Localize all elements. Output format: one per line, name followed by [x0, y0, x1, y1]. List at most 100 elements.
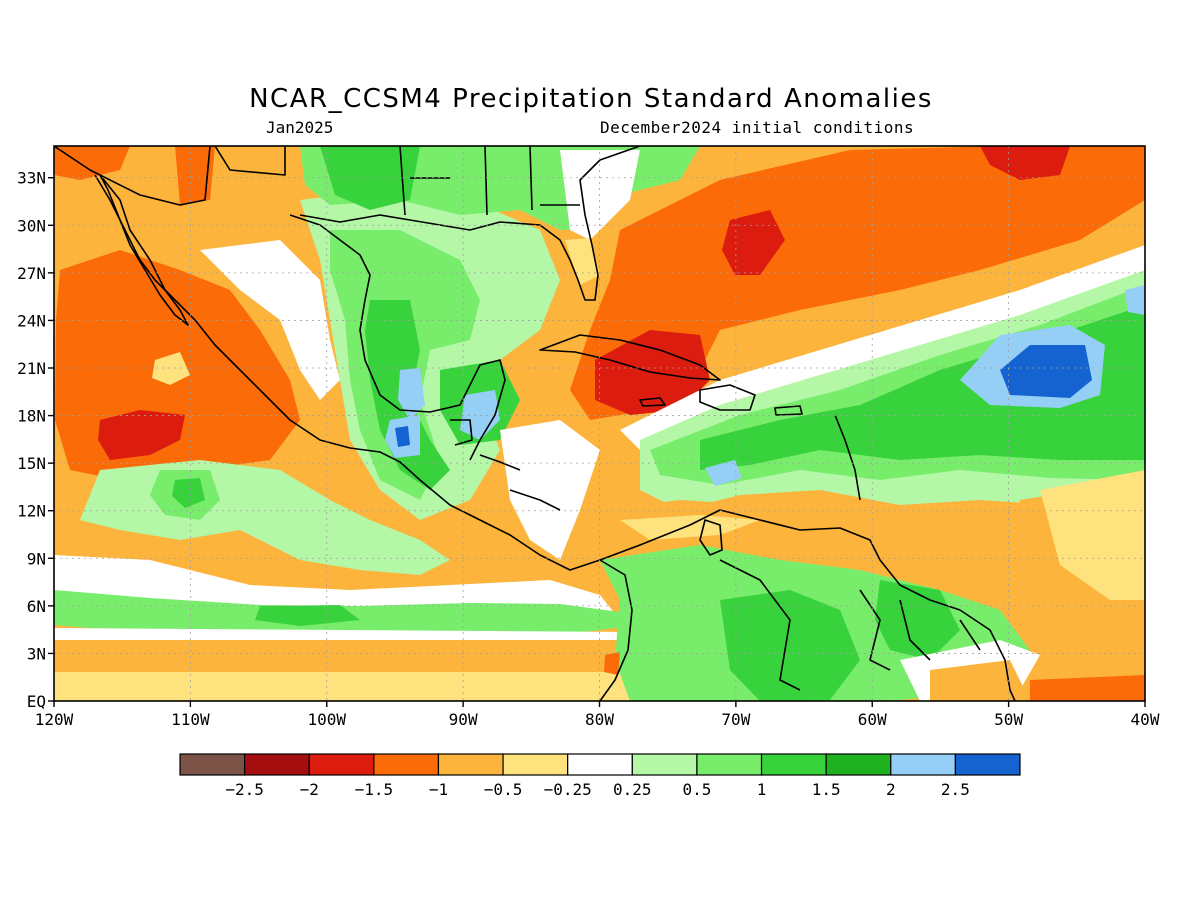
equator-east-orange — [1030, 675, 1145, 701]
pacific-green-core-2 — [172, 478, 205, 508]
colorbar-label: 1 — [757, 780, 767, 799]
coastlines — [54, 146, 1016, 701]
colorbar-swatch — [631, 753, 698, 776]
lat-tick-label: 18N — [17, 407, 46, 426]
central-america-borders — [450, 419, 561, 511]
gulf-california-orange — [68, 270, 140, 320]
south-america-north-coast — [599, 509, 1016, 701]
lat-tick-label: 9N — [27, 549, 46, 568]
colorbar-label: −2.5 — [225, 780, 264, 799]
colorbar-label: −1.5 — [355, 780, 394, 799]
colorbar-swatch — [890, 753, 956, 776]
colorbar-swatch — [760, 753, 827, 776]
atlantic-blue-core — [1000, 345, 1092, 398]
anomaly-field — [54, 146, 1145, 701]
cuba — [539, 334, 721, 381]
lat-tick-label: 15N — [17, 454, 46, 473]
map-title: NCAR_CCSM4 Precipitation Standard Anomal… — [249, 84, 933, 114]
lat-tick-label: 24N — [17, 311, 46, 330]
colorbar-label: −0.25 — [544, 780, 592, 799]
brazil-orange — [930, 660, 1030, 701]
mexico-pacific-coast — [94, 174, 633, 701]
latitude-labels: 33N 30N 27N 24N 21N 18N 15N 12N 9N 6N 3N EQ — [17, 169, 54, 711]
hispaniola — [699, 384, 756, 411]
colorbar-swatch — [696, 753, 763, 776]
colorbar-swatch — [502, 753, 569, 776]
north-atlantic-red — [980, 146, 1070, 180]
atlantic-white-band — [620, 245, 1145, 450]
colorbar-label: 2.5 — [941, 780, 970, 799]
equatorial-white — [54, 628, 640, 640]
lon-tick-label: 60W — [858, 710, 887, 729]
mexico-white-band — [200, 240, 340, 400]
jamaica — [639, 397, 666, 407]
atlantic-south-yellow — [1040, 470, 1145, 600]
arizona-orange — [175, 146, 215, 205]
forecast-month: Jan2025 — [266, 118, 334, 137]
tabasco-blue-patch — [398, 368, 425, 420]
longitude-labels: 120W 110W 100W 90W 80W 70W 60W 50W 40W — [35, 701, 1160, 729]
lon-tick-label: 90W — [449, 710, 478, 729]
lat-tick-label: EQ — [27, 692, 46, 711]
lat-tick-label: 33N — [17, 169, 46, 188]
state-borders — [399, 146, 580, 216]
south-america-borders — [719, 559, 981, 691]
guyana-green — [875, 580, 960, 660]
atlantic-right-blue — [1125, 285, 1145, 315]
colorbar-swatch — [373, 753, 440, 776]
lon-tick-label: 100W — [307, 710, 346, 729]
south-america-mid-green — [720, 590, 860, 701]
atlantic-orange-region — [570, 146, 1145, 420]
colorbar-swatch — [437, 753, 504, 776]
lon-tick-label: 50W — [994, 710, 1023, 729]
colorbar-swatch — [954, 753, 1021, 776]
gridlines — [54, 146, 1145, 701]
colorbar-label: −1 — [429, 780, 448, 799]
lat-tick-label: 30N — [17, 216, 46, 235]
florida-yellow-patch — [565, 238, 600, 285]
atlantic-red-patch — [722, 210, 785, 275]
windward-blue-patch — [705, 460, 742, 486]
us-gulf-coast — [299, 146, 641, 301]
baja-yellow-patch — [152, 352, 190, 385]
colorbar-label: 0.5 — [682, 780, 711, 799]
guatemala-dark-blue — [395, 426, 410, 447]
lon-tick-label: 40W — [1131, 710, 1160, 729]
southern-caribbean-yellow — [620, 515, 760, 540]
colorbar-label: 0.25 — [613, 780, 652, 799]
equatorial-yellow — [54, 672, 640, 701]
colorbar-swatch — [825, 753, 892, 776]
lon-tick-label: 120W — [35, 710, 74, 729]
lon-tick-label: 70W — [721, 710, 750, 729]
initial-conditions: December2024 initial conditions — [600, 118, 915, 137]
lat-tick-label: 3N — [27, 644, 46, 663]
colorbar: −2.5 −2 −1.5 −1 −0.5 −0.25 0.25 0.5 1 1.5 2 2.5 — [179, 753, 1021, 799]
us-mexico-border — [54, 146, 286, 206]
baja-california — [99, 174, 189, 326]
lat-tick-label: 21N — [17, 359, 46, 378]
lat-tick-label: 6N — [27, 597, 46, 616]
colorbar-swatch — [244, 753, 310, 776]
pacific-red-patch — [98, 410, 185, 460]
florida-white — [560, 150, 640, 240]
colorbar-swatch — [308, 753, 375, 776]
colorbar-label: −2 — [300, 780, 319, 799]
gulf-coast — [289, 214, 506, 461]
lon-tick-label: 110W — [171, 710, 210, 729]
lake-maracaibo — [699, 519, 723, 556]
colorbar-swatch — [567, 753, 633, 776]
colorbar-label: −0.5 — [484, 780, 523, 799]
itcz-mid-green — [255, 605, 360, 626]
caribbean-white-patch — [500, 420, 600, 560]
colombia-orange-patch — [604, 652, 620, 675]
lon-tick-label: 80W — [585, 710, 614, 729]
colorbar-swatch — [179, 753, 246, 776]
colorbar-label: 2 — [886, 780, 896, 799]
colorbar-label: 1.5 — [812, 780, 841, 799]
southeast-us-mid-green — [320, 146, 420, 210]
lat-tick-label: 27N — [17, 264, 46, 283]
lat-tick-label: 12N — [17, 502, 46, 521]
southwest-us-orange — [54, 146, 130, 180]
lesser-antilles — [834, 414, 861, 501]
